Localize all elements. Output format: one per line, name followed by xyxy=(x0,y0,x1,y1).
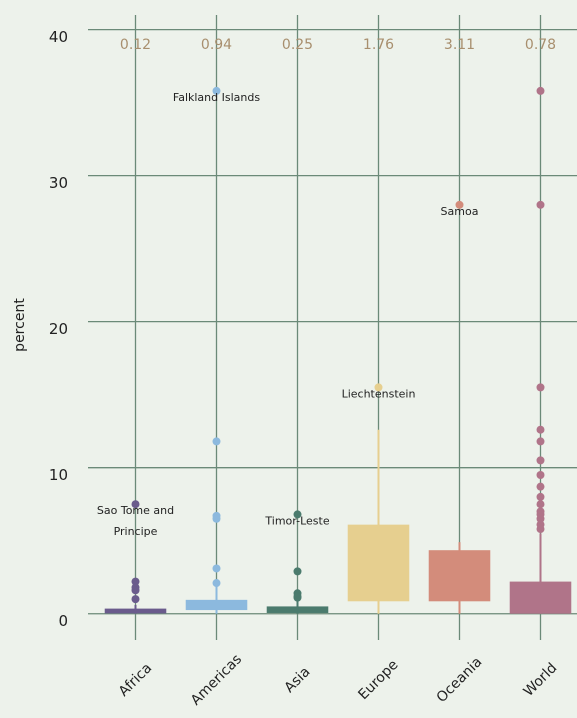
box xyxy=(266,606,329,613)
outlier xyxy=(536,383,545,392)
outlier xyxy=(131,577,140,586)
outlier xyxy=(536,200,545,209)
y-tick-label: 10 xyxy=(49,466,68,484)
y-tick-label: 30 xyxy=(49,174,68,192)
outlier xyxy=(536,425,545,434)
median-label: 0.78 xyxy=(525,37,556,53)
median-label: 0.12 xyxy=(120,37,151,53)
y-tick-label: 40 xyxy=(49,28,68,46)
box xyxy=(428,550,491,602)
outlier xyxy=(293,567,302,576)
median-label: 1.76 xyxy=(363,37,394,53)
median-label: 3.11 xyxy=(444,37,475,53)
outlier xyxy=(536,437,545,446)
outlier xyxy=(536,500,545,509)
outlier xyxy=(536,86,545,95)
outlier xyxy=(131,500,140,509)
outlier xyxy=(536,482,545,491)
outlier xyxy=(212,514,221,523)
median-label: 0.94 xyxy=(201,37,232,53)
median-label: 0.25 xyxy=(282,37,313,53)
outlier xyxy=(131,586,140,595)
box xyxy=(509,581,572,614)
outlier xyxy=(293,593,302,602)
box xyxy=(347,524,410,602)
outlier xyxy=(455,200,464,209)
outlier xyxy=(212,86,221,95)
outlier xyxy=(212,437,221,446)
outlier xyxy=(293,510,302,519)
annotation: Samoa xyxy=(441,205,479,218)
annotation: Sao Tome and xyxy=(97,504,174,517)
annotation: Principe xyxy=(114,525,158,538)
annotation: Falkland Islands xyxy=(173,91,260,104)
outlier xyxy=(212,564,221,573)
y-tick-label: 0 xyxy=(58,612,68,630)
outlier xyxy=(536,514,545,523)
outlier xyxy=(536,525,545,534)
annotation: Timor-Leste xyxy=(264,514,329,527)
outlier xyxy=(131,595,140,604)
outlier xyxy=(212,579,221,588)
annotation: Liechtenstein xyxy=(342,387,416,400)
outlier xyxy=(536,470,545,479)
outlier xyxy=(536,456,545,465)
y-axis-label: percent xyxy=(12,298,28,352)
box xyxy=(185,599,248,611)
box xyxy=(104,608,167,614)
outlier xyxy=(374,383,383,392)
y-tick-label: 20 xyxy=(49,320,68,338)
outlier xyxy=(536,492,545,501)
